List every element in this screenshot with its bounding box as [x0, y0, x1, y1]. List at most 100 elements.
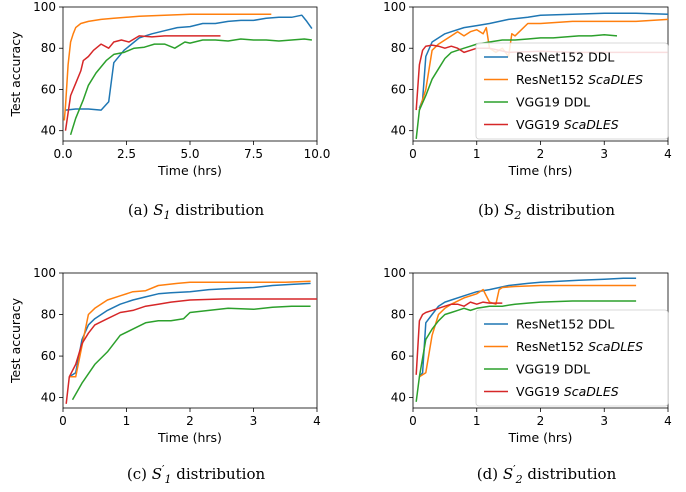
- x-tick-label: 4: [664, 414, 672, 428]
- legend-entry-method: ScaDLES: [588, 72, 643, 87]
- x-axis-label: Time (hrs): [508, 430, 573, 445]
- y-tick-label: 40: [41, 391, 56, 405]
- legend-entry-model: ResNet152: [516, 339, 588, 354]
- legend-entry-model: VGG19: [516, 95, 564, 110]
- caption-symbol: S: [504, 201, 514, 219]
- y-tick-label: 80: [41, 308, 56, 322]
- x-tick-label: 3: [250, 414, 258, 428]
- series-line-2: [418, 18, 669, 111]
- x-tick-label: 0: [409, 414, 417, 428]
- legend-entry-method: ScaDLES: [588, 339, 643, 354]
- x-tick-label: 1: [123, 414, 131, 428]
- legend-entry: VGG19 DDL: [516, 362, 590, 377]
- caption-prefix: (d): [477, 465, 503, 483]
- x-tick-label: 10.0: [304, 147, 331, 161]
- y-axis-label: Test accuracy: [8, 31, 23, 118]
- caption-prime: ′: [162, 463, 165, 476]
- legend-entry-method: DDL: [564, 362, 590, 377]
- y-tick-label: 40: [41, 124, 56, 138]
- legend-entry: ResNet152 ScaDLES: [516, 72, 643, 87]
- legend-entry-method: ScaDLES: [564, 117, 619, 132]
- x-axis-label: Time (hrs): [508, 163, 573, 178]
- legend-entry: VGG19 ScaDLES: [516, 384, 619, 399]
- x-tick-label: 1: [473, 414, 481, 428]
- x-tick-label: 3: [600, 147, 608, 161]
- x-tick-label: 2.5: [117, 147, 136, 161]
- legend-box: [475, 42, 669, 140]
- subplot-3: 0 1 2 3 4 40 60 80 100 Time (hrs) Test accuracy (c)…: [8, 266, 321, 486]
- caption-prefix: (c): [127, 465, 152, 483]
- legend-box: [475, 309, 669, 407]
- caption-suffix: distribution: [171, 201, 265, 219]
- x-tick-label: 1: [473, 147, 481, 161]
- legend-entry: ResNet152 DDL: [516, 317, 614, 332]
- x-tick-label: 0.0: [53, 147, 72, 161]
- x-tick-label: 3: [600, 414, 608, 428]
- y-tick-label: 100: [383, 0, 406, 14]
- x-tick-label: 0: [409, 147, 417, 161]
- legend-entry-model: VGG19: [516, 117, 564, 132]
- caption-subscript: 1: [164, 209, 171, 222]
- subplot-1: 0.0 2.5 5.0 7.5 10.0 40 60 80 100 Time (hrs) Test …: [8, 0, 330, 222]
- y-tick-label: 80: [391, 308, 406, 322]
- caption-suffix: distribution: [172, 465, 266, 483]
- y-tick-label: 60: [41, 82, 56, 96]
- series-line-2: [418, 284, 637, 378]
- caption-suffix: distribution: [523, 465, 617, 483]
- y-axis-label: Test accuracy: [8, 297, 23, 384]
- subplot-caption: (d) S′2 distribution: [477, 463, 617, 486]
- y-tick-label: 100: [33, 0, 56, 14]
- legend-entry: VGG19 DDL: [516, 95, 590, 110]
- x-tick-label: 5.0: [180, 147, 199, 161]
- x-tick-label: 2: [537, 147, 545, 161]
- subplot-caption: (b) S2 distribution: [478, 201, 615, 222]
- y-tick-label: 40: [391, 124, 406, 138]
- series-line-1: [65, 14, 313, 111]
- series-line-4: [65, 298, 317, 404]
- caption-prefix: (b): [478, 201, 504, 219]
- caption-subscript: 1: [165, 473, 172, 486]
- legend-entry-method: DDL: [564, 95, 590, 110]
- legend-entry: ResNet152 DDL: [516, 50, 614, 65]
- y-tick-label: 60: [391, 82, 406, 96]
- x-tick-label: 2: [537, 414, 545, 428]
- x-tick-label: 0: [59, 414, 67, 428]
- caption-suffix: distribution: [521, 201, 615, 219]
- series-line-4: [415, 301, 503, 375]
- axes-frame: [62, 272, 318, 409]
- series-line-1: [418, 12, 669, 109]
- subplot-caption: (c) S′1 distribution: [127, 463, 266, 486]
- legend-entry-model: VGG19: [516, 384, 564, 399]
- series-line-4: [64, 35, 221, 131]
- caption-symbol: S: [503, 465, 513, 483]
- x-tick-label: 2: [186, 414, 194, 428]
- subplot-caption: (a) S1 distribution: [128, 201, 265, 222]
- y-tick-label: 80: [41, 41, 56, 55]
- x-tick-label: 4: [664, 147, 672, 161]
- caption-subscript: 2: [515, 473, 523, 486]
- legend-entry-model: VGG19: [516, 362, 564, 377]
- series-line-1: [68, 282, 311, 378]
- series-line-2: [69, 280, 311, 378]
- legend-entry: VGG19 ScaDLES: [516, 117, 619, 132]
- x-tick-label: 7.5: [244, 147, 263, 161]
- legend-entry: ResNet152 ScaDLES: [516, 339, 643, 354]
- series-line-3: [71, 305, 311, 401]
- y-tick-label: 80: [391, 41, 406, 55]
- legend-entry-method: DDL: [588, 50, 614, 65]
- legend-entry-model: ResNet152: [516, 72, 588, 87]
- caption-prefix: (a): [128, 201, 153, 219]
- x-axis-label: Time (hrs): [157, 430, 222, 445]
- legend-entry-method: DDL: [588, 317, 614, 332]
- legend-entry-method: ScaDLES: [564, 384, 619, 399]
- y-tick-label: 100: [383, 266, 406, 280]
- series-line-3: [415, 300, 637, 402]
- legend-entry-model: ResNet152: [516, 317, 588, 332]
- x-tick-label: 4: [313, 414, 321, 428]
- x-axis-label: Time (hrs): [157, 163, 222, 178]
